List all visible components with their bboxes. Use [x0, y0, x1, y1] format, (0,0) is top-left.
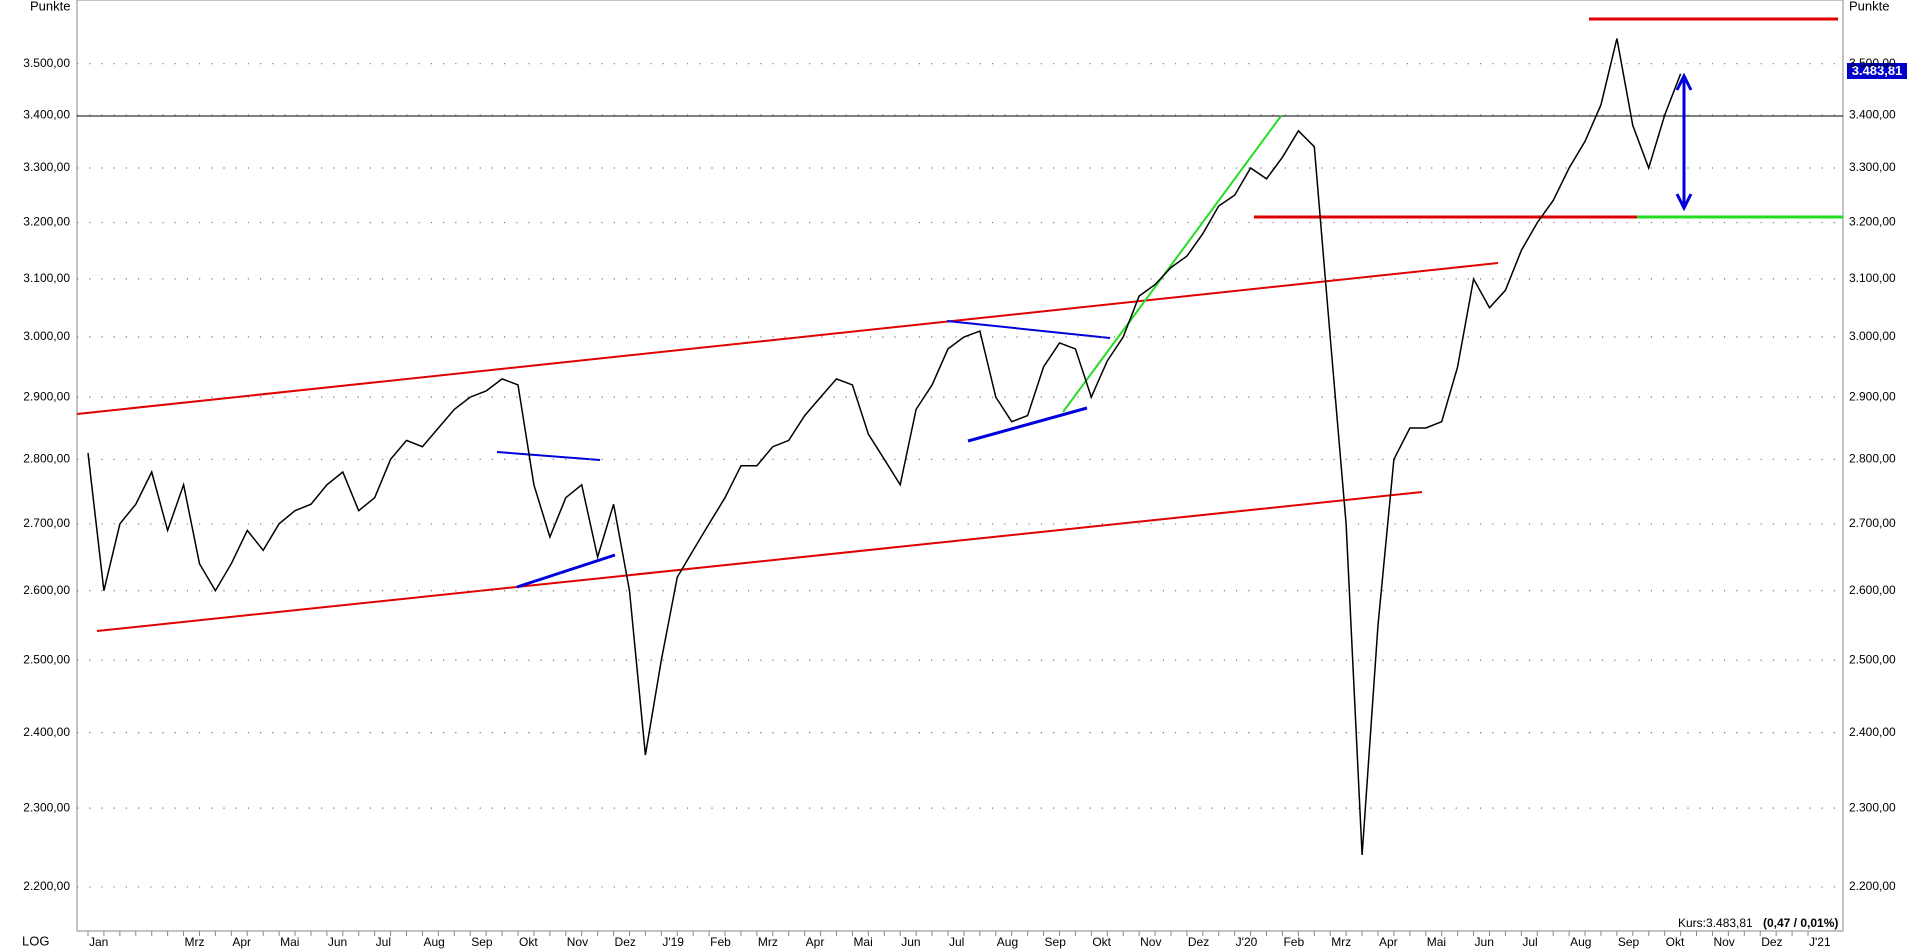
y-tick-label-right: 2.700,00: [1849, 516, 1896, 530]
y-tick-label-right: 2.900,00: [1849, 389, 1896, 403]
x-tick-label: Mrz: [1331, 935, 1351, 949]
x-tick-label: Jan: [89, 935, 108, 949]
x-tick-label: Nov: [1140, 935, 1161, 949]
y-tick-label-right: 3.300,00: [1849, 160, 1896, 174]
y-tick-label-right: 2.400,00: [1849, 725, 1896, 739]
x-tick-label: J'19: [662, 935, 684, 949]
scale-label: LOG: [22, 933, 49, 948]
x-tick-label: Mai: [853, 935, 872, 949]
y-tick-label-right: 3.100,00: [1849, 271, 1896, 285]
y-tick-label: 2.400,00: [23, 725, 70, 739]
y-tick-label: 2.300,00: [23, 800, 70, 814]
trend-line-green: [1062, 115, 1282, 413]
x-tick-label: Sep: [1618, 935, 1640, 949]
x-tick-label: Jun: [328, 935, 347, 949]
x-tick-label: J'20: [1236, 935, 1258, 949]
x-tick-label: Sep: [471, 935, 493, 949]
x-tick-label: Sep: [1045, 935, 1067, 949]
y-tick-label: 2.200,00: [23, 879, 70, 893]
y-tick-label: 2.900,00: [23, 389, 70, 403]
y-tick-label-right: 3.000,00: [1849, 329, 1896, 343]
triangle-line: [516, 553, 616, 589]
y-tick-label: 2.600,00: [23, 583, 70, 597]
x-tick-label: Dez: [1761, 935, 1782, 949]
y-tick-label-right: 2.800,00: [1849, 452, 1896, 466]
x-tick-label: Jul: [949, 935, 964, 949]
x-tick-label: Aug: [1570, 935, 1591, 949]
trendlines: [76, 17, 1843, 632]
x-tick-label: Aug: [997, 935, 1018, 949]
x-tick-label: Mrz: [758, 935, 778, 949]
x-tick-label: Mai: [280, 935, 299, 949]
y-tick-label: 2.500,00: [23, 652, 70, 666]
x-tick-label: Okt: [1666, 935, 1685, 949]
plot-frame: [76, 0, 1844, 932]
x-tick-label: Apr: [1379, 935, 1398, 949]
x-tick-label: Mai: [1427, 935, 1446, 949]
y-tick-label-right: 3.400,00: [1849, 107, 1896, 121]
x-tick-label: Apr: [232, 935, 251, 949]
arrow-head: [1675, 72, 1693, 91]
x-tick-label: Jul: [1522, 935, 1537, 949]
y-tick-label: 2.700,00: [23, 516, 70, 530]
x-tick-label: J'21: [1809, 935, 1831, 949]
x-tick-label: Nov: [567, 935, 588, 949]
triangle-line: [946, 320, 1111, 339]
x-tick-label: Feb: [1283, 935, 1304, 949]
x-tick-label: Dez: [1188, 935, 1209, 949]
triangle-line: [967, 406, 1088, 443]
y-tick-label: 2.800,00: [23, 452, 70, 466]
x-tick-label: Feb: [710, 935, 731, 949]
x-tick-label: Jun: [901, 935, 920, 949]
kurs-label: Kurs:3.483,81: [1678, 916, 1753, 930]
x-tick-label: Okt: [519, 935, 538, 949]
y-tick-label-right: 2.600,00: [1849, 583, 1896, 597]
triangle-line: [496, 451, 601, 461]
y-tick-label-right: 3.200,00: [1849, 215, 1896, 229]
y-tick-label-right: 2.300,00: [1849, 800, 1896, 814]
y-axis-label: Punkte: [30, 0, 70, 13]
x-tick-label: Jul: [376, 935, 391, 949]
price-label: 3.483,81: [1852, 63, 1903, 78]
arrow-head: [1675, 193, 1693, 212]
x-tick-label: Aug: [423, 935, 444, 949]
x-tick-label: Apr: [806, 935, 825, 949]
y-tick-label-right: 2.200,00: [1849, 879, 1896, 893]
y-tick-label: 3.500,00: [23, 56, 70, 70]
price-line: [87, 38, 1682, 856]
channel-upper: [76, 262, 1499, 415]
y-tick-label: 3.400,00: [23, 107, 70, 121]
y-tick-label: 3.300,00: [23, 160, 70, 174]
y-tick-label-right: 3.500,00: [1849, 56, 1896, 70]
x-tick-label: Okt: [1092, 935, 1111, 949]
x-tick-label: Nov: [1713, 935, 1734, 949]
price-box: [1847, 63, 1907, 79]
x-tick-label: Jun: [1475, 935, 1494, 949]
x-tick-label: Dez: [615, 935, 636, 949]
y-tick-label: 3.200,00: [23, 215, 70, 229]
channel-lower: [96, 491, 1423, 632]
change-label: (0,47 / 0,01%): [1763, 916, 1838, 930]
x-tick-label: Mrz: [185, 935, 205, 949]
y-tick-label: 3.100,00: [23, 271, 70, 285]
y-axis-label-right: Punkte: [1849, 0, 1889, 13]
y-tick-label: 3.000,00: [23, 329, 70, 343]
y-tick-label-right: 2.500,00: [1849, 652, 1896, 666]
